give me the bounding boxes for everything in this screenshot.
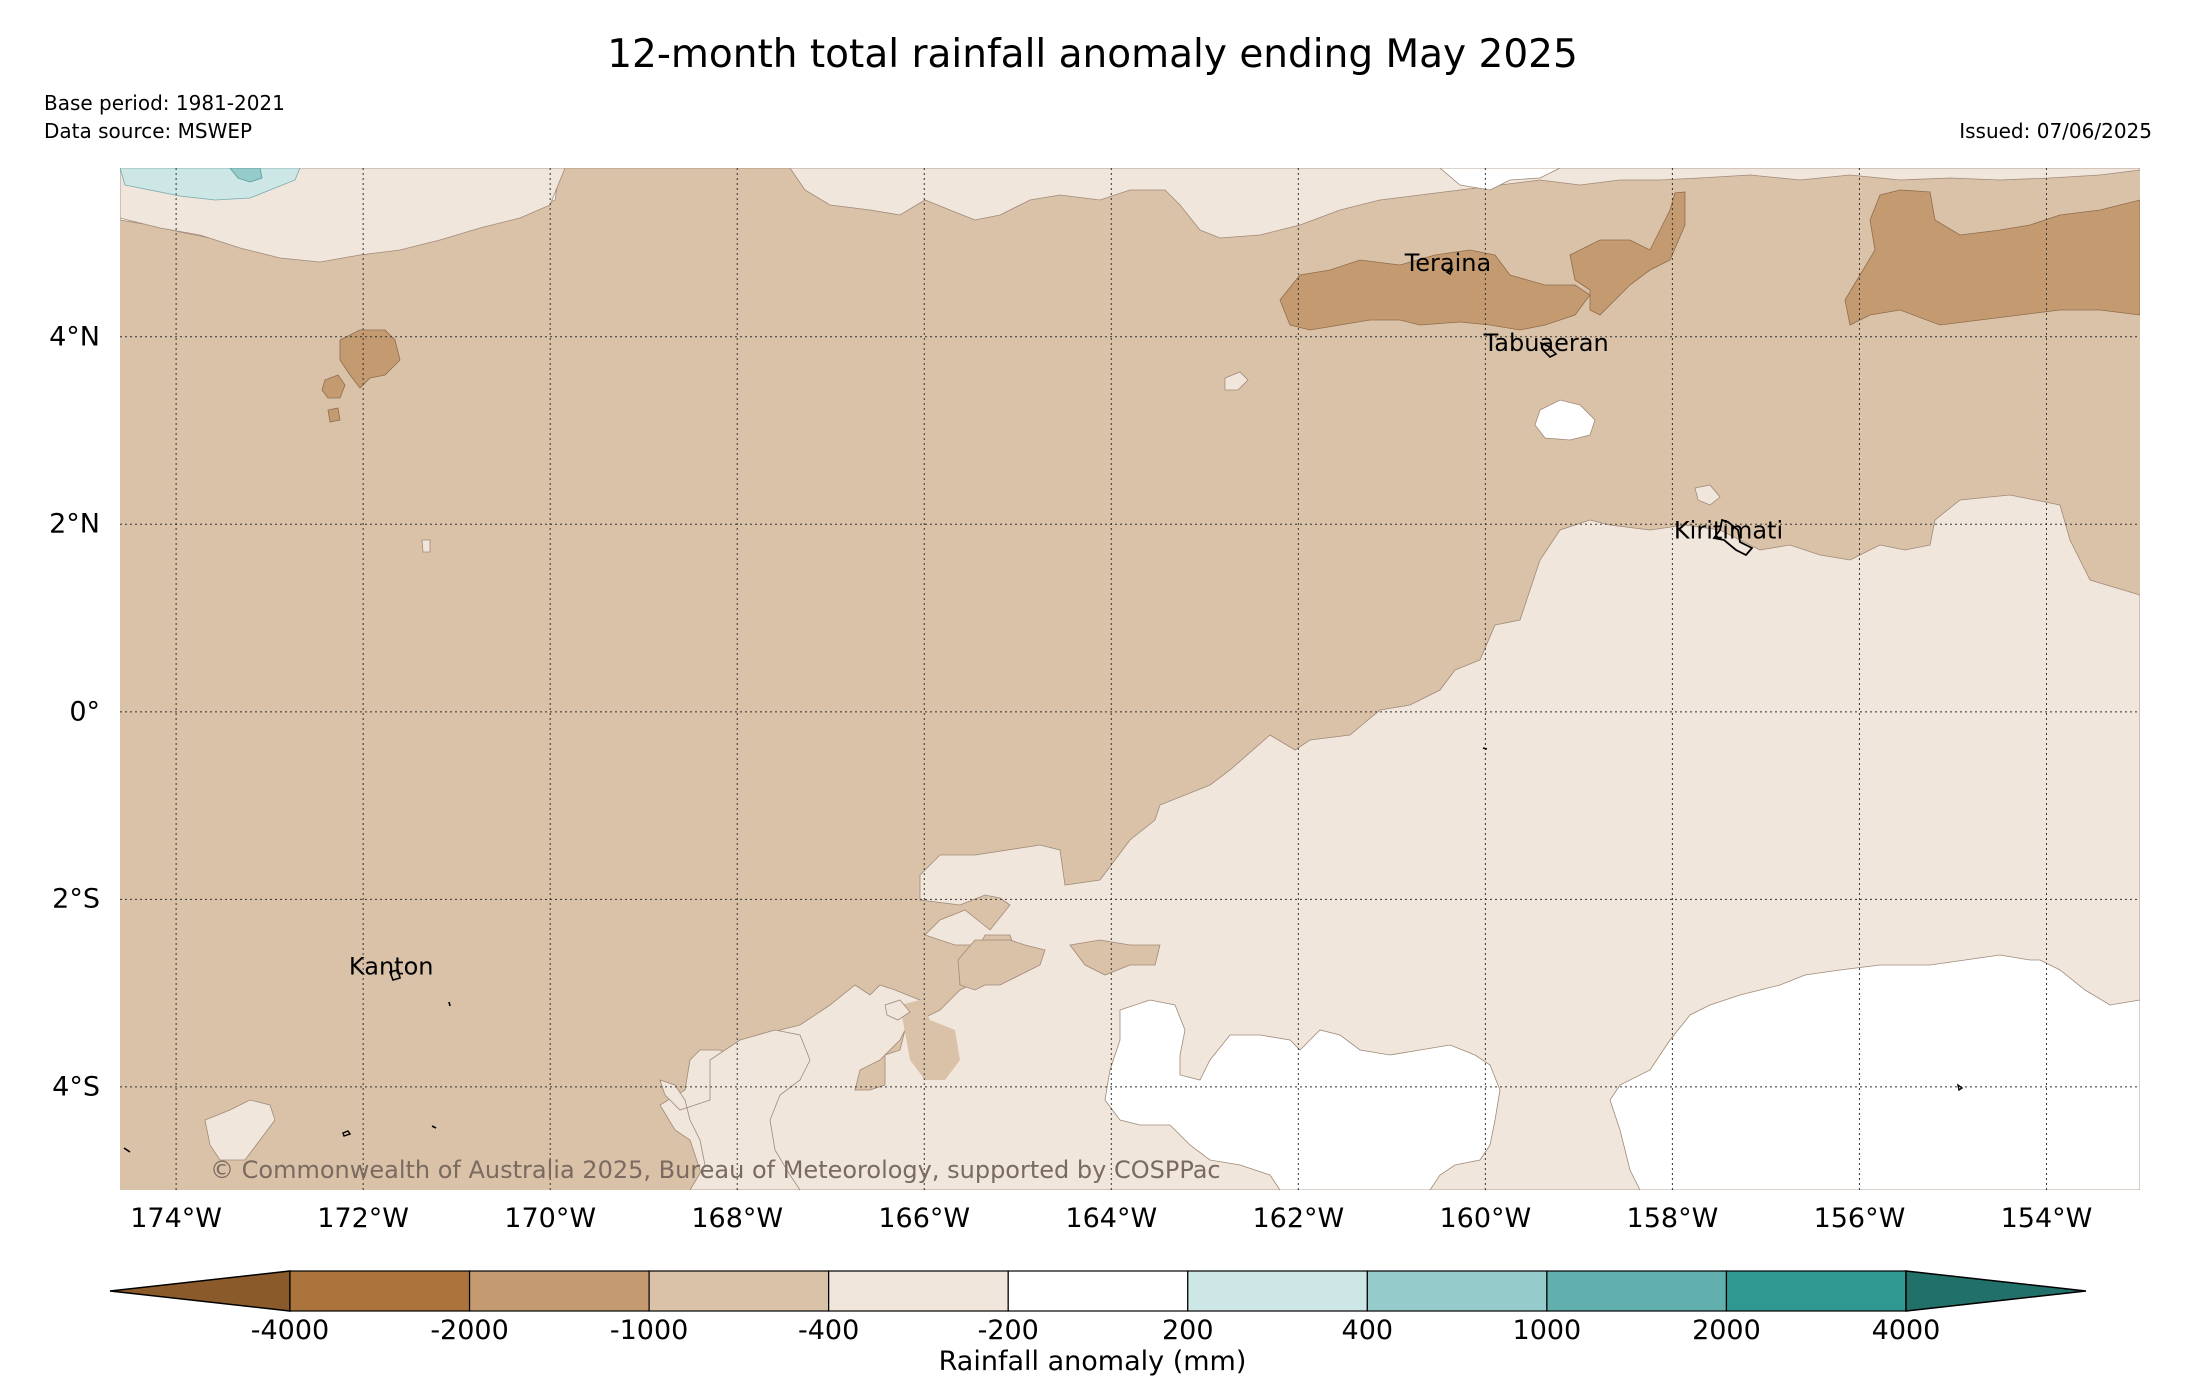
anomaly-region-minus400-minus200-southwest-2 (204, 1099, 276, 1161)
lon-tick-label: 174°W (130, 1203, 222, 1234)
anomaly-region-400-1000-northwest (229, 168, 263, 183)
colorbar-tick-label: 2000 (1692, 1315, 1761, 1346)
island-tabuaeran (1539, 341, 1558, 358)
colorbar (109, 1270, 2087, 1312)
island-kiritimati (1712, 518, 1754, 557)
lon-tick-label: 154°W (2000, 1203, 2093, 1234)
island-small-1 (448, 1001, 451, 1007)
place-label-tabuaeran: Tabuaeran (1483, 329, 1609, 357)
anomaly-region-minus400-minus200-north-strip (120, 168, 2140, 263)
colorbar-segment-5 (1187, 1270, 1368, 1312)
colorbar-segment-2 (648, 1270, 830, 1312)
data-source: Data source: MSWEP (44, 119, 253, 143)
island-kanton (388, 969, 401, 981)
anomaly-region-minus200-200-tabuaeran (1534, 399, 1596, 441)
colorbar-tick-label: -4000 (250, 1315, 330, 1346)
colorbar-label: Rainfall anomaly (mm) (938, 1346, 1247, 1377)
anomaly-region-minus400-minus200-southwest-1 (659, 1029, 811, 1190)
anomaly-region-minus2000-minus1000-west-3 (327, 407, 341, 423)
anomaly-region-minus2000-minus1000-east (1844, 189, 2140, 326)
colorbar-tick-label: 1000 (1512, 1315, 1582, 1346)
colorbar-tick-label: -400 (798, 1315, 860, 1346)
lat-tick-label: 4°N (49, 321, 100, 353)
place-labels: Teraina Tabuaeran Kiritimati Kanton (349, 249, 1783, 980)
map-grid (120, 168, 2140, 1190)
lat-tick-label: 2°N (49, 508, 100, 540)
anomaly-region-minus1000-minus400-tongue-2 (1069, 939, 1161, 976)
lon-tick-label: 162°W (1252, 1203, 1345, 1234)
lat-tick-label: 4°S (52, 1071, 100, 1103)
colorbar-segment-7 (1546, 1270, 1728, 1312)
lon-tick-label: 158°W (1626, 1203, 1719, 1234)
anomaly-region-minus1000-minus400-tongue-1 (957, 939, 1046, 991)
lon-tick-label: 168°W (691, 1203, 784, 1234)
colorbar-segment-6 (1366, 1270, 1548, 1312)
colorbar-segment-0 (289, 1270, 471, 1312)
island-small-2 (342, 1130, 352, 1137)
anomaly-region-minus1000-minus400-southwest (900, 1000, 960, 1080)
island-small-5 (1956, 1083, 1964, 1092)
lon-tick-label: 170°W (504, 1203, 597, 1234)
anomaly-region-minus2000-minus1000-central-north (1569, 191, 1686, 316)
lat-tick-label: 2°S (52, 883, 100, 915)
issued-date: Issued: 07/06/2025 (1959, 119, 2152, 143)
colorbar-segment-4 (1007, 1270, 1189, 1312)
colorbar-extend-low (109, 1270, 291, 1312)
anomaly-region-minus2000-minus1000-west-1 (339, 329, 401, 389)
anomaly-region-minus2000-minus1000-teraina (1279, 249, 1591, 331)
copyright-notice: © Commonwealth of Australia 2025, Bureau… (210, 1156, 1221, 1184)
colorbar-extend-high (1905, 1270, 2087, 1312)
anomaly-region-minus400-minus200-patch-1 (1224, 371, 1249, 391)
lon-tick-label: 164°W (1065, 1203, 1158, 1234)
lat-tick-label: 0° (69, 696, 100, 728)
colorbar-tick-label: -200 (977, 1315, 1039, 1346)
map-title: 12-month total rainfall anomaly ending M… (607, 32, 1578, 77)
anomaly-region-minus200-200-southeast (1609, 954, 2140, 1190)
colorbar-segment-8 (1725, 1270, 1907, 1312)
lon-tick-label: 172°W (317, 1203, 410, 1234)
colorbar-tick-label: 200 (1161, 1315, 1214, 1346)
island-small-6 (1482, 747, 1488, 750)
anomaly-region-minus2000-minus1000-west-2 (321, 374, 346, 399)
map-area (120, 168, 2140, 1190)
colorbar-segment-3 (828, 1270, 1009, 1312)
lon-tick-label: 156°W (1813, 1203, 1906, 1234)
anomaly-region-minus400-minus200-patch-2 (1694, 484, 1721, 506)
anomaly-region-minus200-200-south-central (1104, 999, 1501, 1190)
place-label-kanton: Kanton (349, 952, 434, 980)
place-label-kiritimati: Kiritimati (1674, 516, 1783, 544)
lon-tick-label: 166°W (878, 1203, 971, 1234)
place-label-teraina: Teraina (1404, 249, 1492, 277)
colorbar-segment-1 (468, 1270, 650, 1312)
anomaly-region-minus200-200-north-patch (1439, 168, 1561, 191)
island-small-4 (123, 1147, 131, 1153)
island-teraina (1445, 268, 1454, 276)
colorbar-tick-label: 4000 (1871, 1315, 1941, 1346)
metadata-left: Base period: 1981-2021 Data source: MSWE… (44, 89, 285, 145)
lon-tick-label: 160°W (1439, 1203, 1532, 1234)
colorbar-tick-label: 400 (1341, 1315, 1394, 1346)
colorbar-tick-label: -1000 (609, 1315, 689, 1346)
colorbar-tick-label: -2000 (430, 1315, 509, 1346)
anomaly-region-minus400-minus200-patch-4 (884, 999, 911, 1021)
anomaly-region-minus400-minus200-patch-3 (421, 539, 431, 553)
island-small-3 (431, 1125, 437, 1129)
base-period: Base period: 1981-2021 (44, 91, 285, 115)
